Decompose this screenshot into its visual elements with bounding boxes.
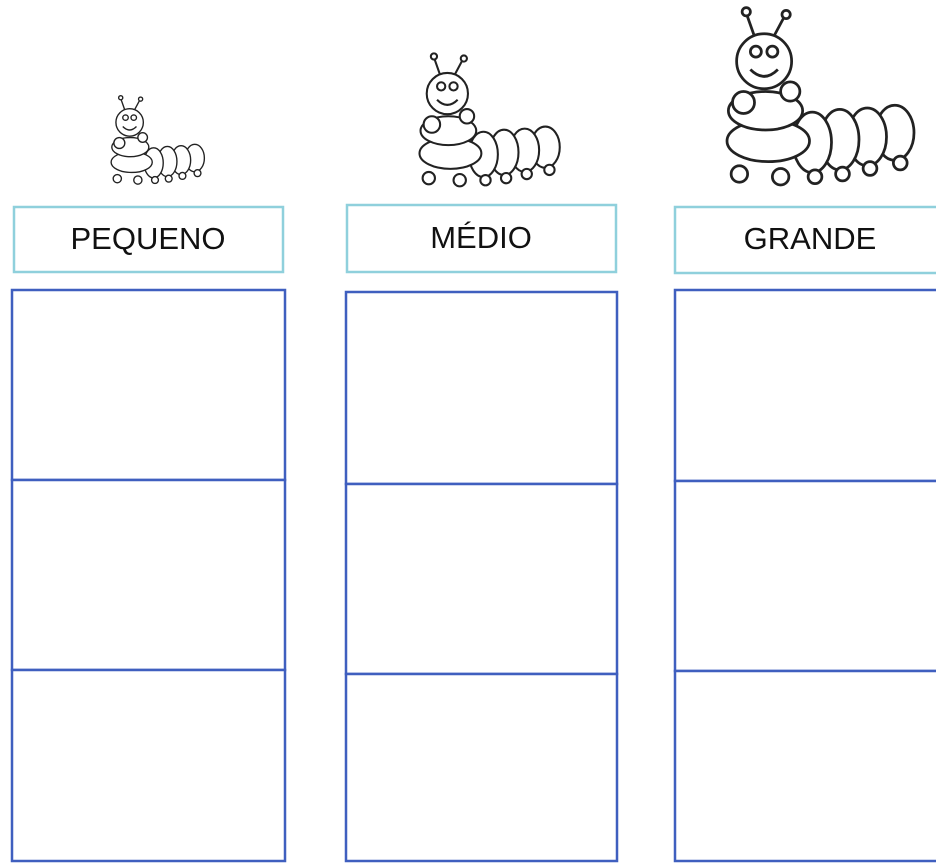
- answer-box[interactable]: [673, 288, 936, 483]
- label-box: [12, 205, 285, 274]
- column-label: GRANDE: [744, 221, 877, 256]
- label-box: [345, 203, 618, 274]
- answer-box[interactable]: [10, 288, 287, 482]
- column-label: PEQUENO: [70, 221, 225, 256]
- caterpillar-small: [110, 95, 206, 185]
- answer-box[interactable]: [344, 482, 619, 676]
- answer-box[interactable]: [344, 290, 619, 486]
- answer-box[interactable]: [673, 479, 936, 673]
- caterpillar-large: [725, 6, 916, 187]
- answer-box[interactable]: [344, 672, 619, 863]
- column-label: MÉDIO: [430, 220, 532, 255]
- label-box: [673, 205, 936, 275]
- answer-box[interactable]: [10, 668, 287, 863]
- answer-box[interactable]: [10, 478, 287, 672]
- answer-box[interactable]: [673, 669, 936, 863]
- caterpillar-medium: [418, 52, 561, 188]
